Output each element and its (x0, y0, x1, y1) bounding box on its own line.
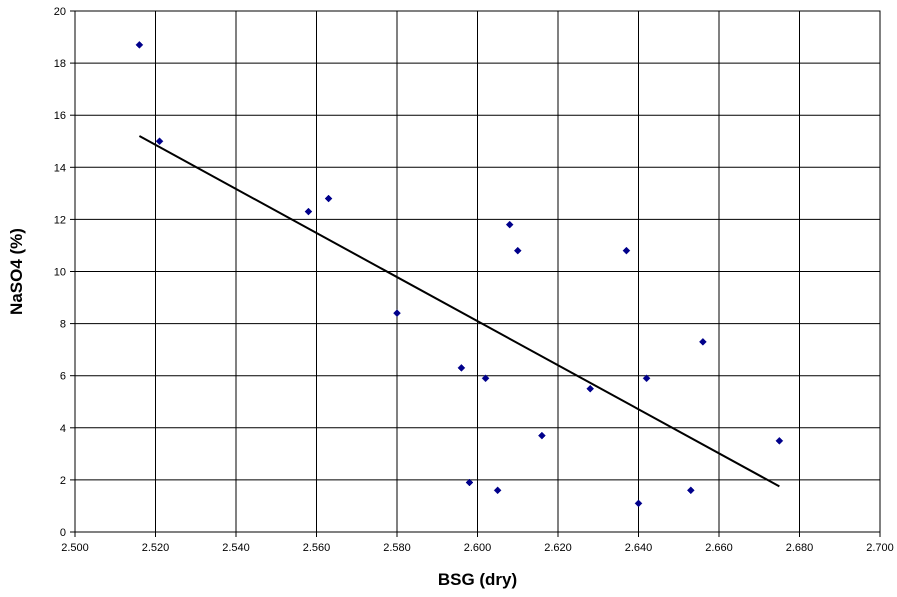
x-tick-label: 2.680 (786, 542, 814, 554)
data-point (155, 137, 164, 146)
x-tick-label: 2.540 (222, 542, 250, 554)
data-point (513, 246, 522, 255)
data-points (135, 41, 784, 508)
x-tick-label: 2.700 (866, 542, 894, 554)
data-point (586, 384, 595, 393)
data-point (699, 337, 707, 346)
y-tick-label: 18 (54, 58, 66, 70)
data-point (686, 486, 695, 495)
x-tick-label: 2.580 (383, 542, 411, 554)
x-tick-label: 2.660 (705, 542, 733, 554)
y-tick-label: 14 (54, 162, 66, 174)
y-axis-ticks: 0 2 4 6 8 10 12 14 16 18 20 (54, 6, 75, 539)
y-tick-label: 16 (54, 110, 66, 122)
trendline-layer (138, 135, 780, 488)
data-point (493, 486, 502, 495)
y-tick-label: 6 (60, 371, 66, 383)
x-tick-label: 2.620 (544, 542, 572, 554)
x-tick-label: 2.500 (61, 542, 89, 554)
data-point (457, 364, 466, 372)
data-point (304, 207, 313, 216)
data-point (634, 499, 643, 508)
y-axis-title: NaSO4 (%) (7, 228, 26, 315)
x-tick-label: 2.600 (464, 542, 492, 554)
x-tick-label: 2.560 (303, 542, 331, 554)
trendline (138, 135, 780, 488)
x-tick-label: 2.640 (625, 542, 653, 554)
y-tick-label: 8 (60, 319, 66, 331)
y-tick-label: 4 (60, 423, 66, 435)
y-tick-label: 10 (54, 267, 66, 279)
y-tick-label: 12 (54, 214, 66, 226)
data-point (324, 194, 333, 203)
x-tick-label: 2.520 (142, 542, 170, 554)
y-tick-label: 2 (60, 475, 66, 487)
data-point (481, 374, 490, 383)
y-tick-label: 20 (54, 6, 66, 18)
data-point (775, 436, 784, 445)
x-axis-ticks: 2.500 2.520 2.540 2.560 2.580 2.600 2.620 2.640… (61, 532, 894, 554)
data-point (505, 220, 514, 229)
data-point (642, 374, 651, 383)
data-point (622, 246, 631, 255)
x-axis-title: BSG (dry) (438, 570, 517, 589)
data-point (465, 478, 474, 487)
y-tick-label: 0 (60, 527, 66, 539)
data-point (538, 431, 546, 440)
data-point (135, 41, 144, 49)
data-point (393, 309, 401, 318)
